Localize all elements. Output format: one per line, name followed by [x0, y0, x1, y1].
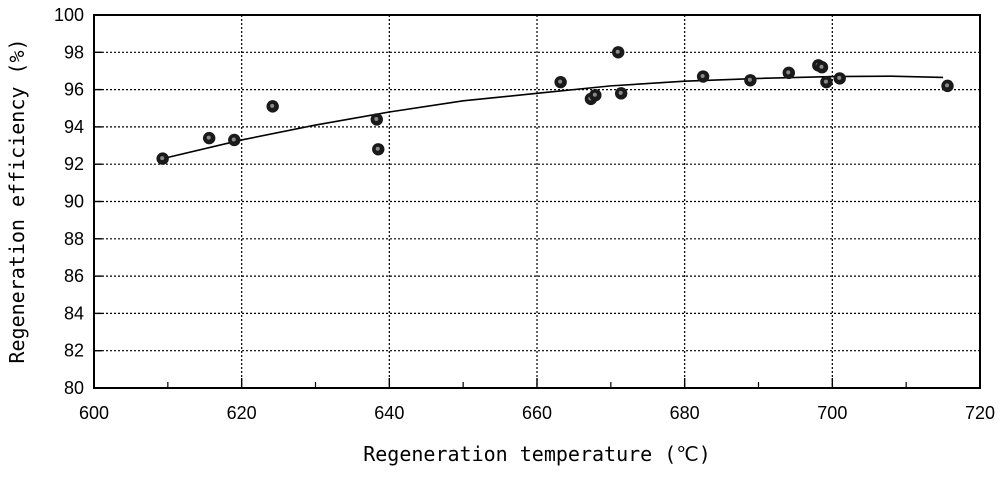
data-point — [372, 143, 385, 156]
y-tick-label: 94 — [64, 117, 84, 137]
y-tick-label: 84 — [64, 303, 84, 323]
data-point — [744, 74, 757, 87]
data-point — [815, 61, 829, 74]
data-point-highlight — [700, 74, 705, 79]
x-tick-label: 620 — [227, 403, 257, 423]
data-point-highlight — [558, 79, 563, 84]
data-point — [941, 79, 954, 93]
data-point-highlight — [945, 83, 950, 88]
y-tick-label: 90 — [64, 192, 84, 212]
data-point — [696, 70, 710, 83]
data-point — [266, 100, 279, 113]
data-point-highlight — [837, 75, 842, 80]
data-point — [833, 72, 846, 85]
x-tick-label: 680 — [670, 403, 700, 423]
data-point-highlight — [618, 90, 623, 95]
x-tick-label: 640 — [374, 403, 404, 423]
data-points — [156, 46, 954, 165]
y-axis-title: Regeneration efficiency (%) — [5, 38, 29, 363]
x-axis-title: Regeneration temperature (℃) — [363, 442, 711, 466]
tick-marks — [93, 14, 981, 389]
data-point-highlight — [374, 116, 379, 121]
x-tick-labels: 600 620 640 660 680 700 720 — [79, 403, 995, 423]
data-point-highlight — [615, 49, 620, 54]
data-point — [370, 113, 383, 126]
data-point-highlight — [270, 103, 275, 108]
y-tick-label: 82 — [64, 341, 84, 361]
y-tick-label: 80 — [64, 378, 84, 398]
data-point — [782, 66, 795, 80]
data-point-highlight — [231, 137, 236, 142]
y-tick-label: 98 — [64, 42, 84, 62]
data-point-highlight — [592, 92, 597, 97]
grid-layer — [94, 15, 980, 388]
x-tick-label: 720 — [965, 403, 995, 423]
x-tick-label: 600 — [79, 403, 109, 423]
data-point-highlight — [823, 79, 828, 84]
x-tick-label: 660 — [522, 403, 552, 423]
y-tick-label: 86 — [64, 266, 84, 286]
data-point — [612, 46, 625, 59]
data-point — [156, 152, 169, 165]
y-tick-label: 88 — [64, 229, 84, 249]
y-tick-labels: 80 82 84 86 88 90 92 94 96 98 100 — [54, 5, 84, 398]
data-point — [554, 75, 567, 89]
data-point-highlight — [206, 135, 211, 140]
data-point — [614, 87, 628, 100]
fitted-curve-line — [162, 75, 944, 160]
data-point — [820, 75, 833, 89]
y-tick-label: 96 — [64, 80, 84, 100]
data-point-highlight — [160, 156, 165, 161]
data-point — [228, 133, 241, 147]
y-tick-label: 92 — [64, 154, 84, 174]
data-point-highlight — [819, 64, 824, 69]
y-tick-label: 100 — [54, 5, 84, 25]
data-point-highlight — [375, 146, 380, 151]
data-point-highlight — [747, 77, 752, 82]
data-point-highlight — [786, 70, 791, 75]
x-tick-label: 700 — [817, 403, 847, 423]
data-point — [202, 131, 216, 145]
data-point — [589, 88, 602, 102]
